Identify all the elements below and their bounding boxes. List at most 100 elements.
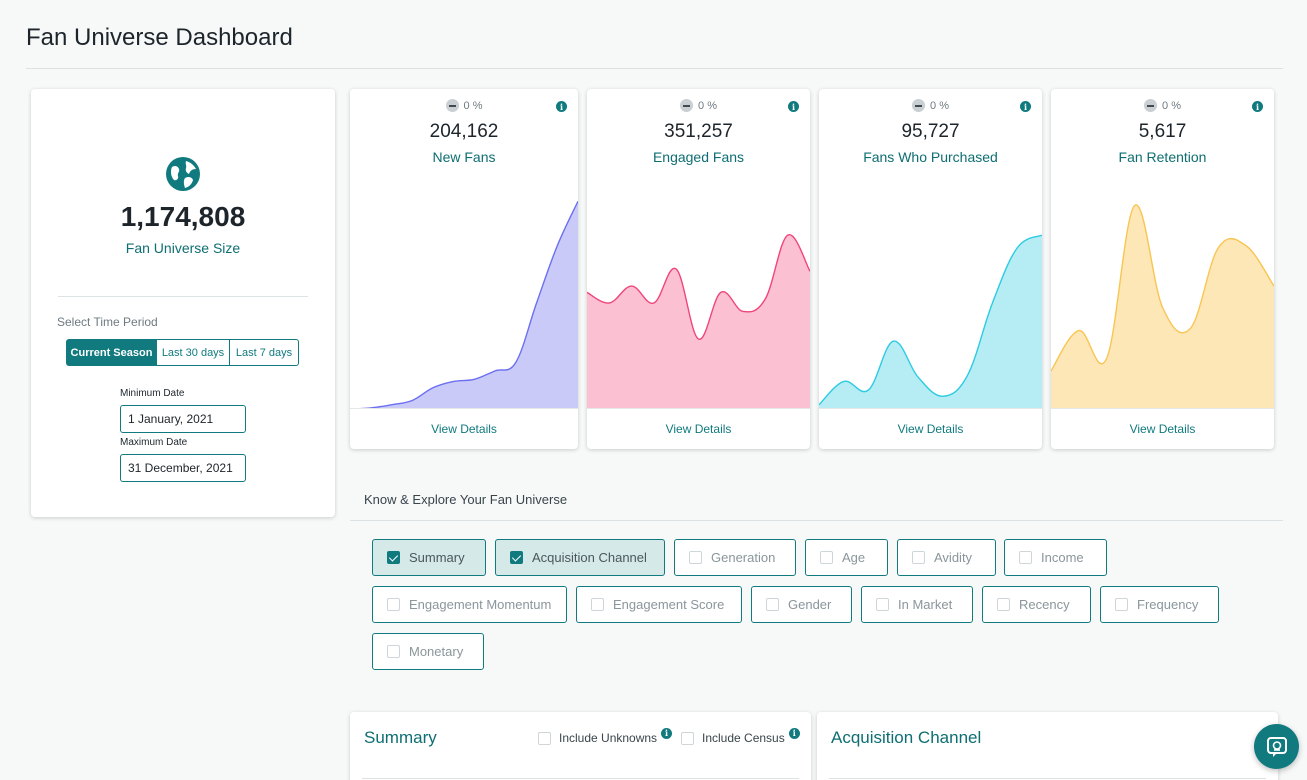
minus-circle-icon [912,99,926,112]
metric-card-engaged-fans: 0 % i 351,257 Engaged Fans View Details [587,89,810,449]
period-current-season-button[interactable]: Current Season [66,339,157,366]
chip-label: Engagement Score [613,597,725,612]
chip-generation[interactable]: Generation [674,539,796,576]
chat-support-icon [1266,736,1287,757]
delta-value: 0 % [698,99,717,112]
info-icon[interactable]: i [1252,101,1263,112]
fan-universe-size-label: Fan Universe Size [125,240,241,256]
maximum-date-label: Maximum Date [120,437,188,448]
checkbox[interactable] [510,551,523,564]
chip-frequency[interactable]: Frequency [1100,586,1219,623]
explore-section-title: Know & Explore Your Fan Universe [364,492,568,507]
info-icon[interactable]: i [788,727,800,739]
include-census-label: Include Census [702,731,785,745]
sparkline-line [587,235,810,340]
checkbox[interactable] [689,551,702,564]
minimum-date-input[interactable]: 1 January, 2021 [120,405,246,433]
checkbox[interactable] [1019,551,1032,564]
chat-support-button[interactable] [1254,724,1299,769]
divider [58,296,308,297]
chip-label: Summary [409,550,465,565]
include-unknowns-label: Include Unknowns [559,731,658,745]
checkbox[interactable] [820,551,833,564]
metric-label: Fan Retention [1118,149,1207,165]
chip-label: Generation [711,550,776,565]
info-icon[interactable]: i [556,101,567,112]
checkbox[interactable] [681,731,694,745]
maximum-date-input[interactable]: 31 December, 2021 [120,454,246,482]
sparkline-line [350,201,578,409]
checkbox[interactable] [766,598,779,611]
info-icon[interactable]: i [1020,101,1031,112]
chip-label: Income [1041,550,1084,565]
view-details-link[interactable]: View Details [587,408,810,449]
chip-summary[interactable]: Summary [372,539,486,576]
info-icon[interactable]: i [661,727,673,739]
checkbox[interactable] [912,551,925,564]
sparkline-area [587,234,810,409]
sparkline-chart [587,197,810,409]
view-details-link[interactable]: View Details [350,408,578,449]
chip-engagement-momentum[interactable]: Engagement Momentum [372,586,567,623]
metric-label: Fans Who Purchased [863,149,998,165]
chip-label: Recency [1019,597,1070,612]
divider [362,778,799,779]
chip-label: Engagement Momentum [409,597,552,612]
delta-value: 0 % [463,99,483,112]
chip-monetary[interactable]: Monetary [372,633,484,670]
checkbox[interactable] [387,645,400,658]
chip-label: Gender [788,597,832,612]
checkbox[interactable] [591,598,604,611]
view-details-link[interactable]: View Details [819,408,1042,449]
chip-label: Acquisition Channel [532,550,647,565]
chip-acquisition-channel[interactable]: Acquisition Channel [495,539,665,576]
metric-card-fans-who-purchased: 0 % i 95,727 Fans Who Purchased View Det… [819,89,1042,449]
minimum-date-label: Minimum Date [120,388,185,399]
checkbox[interactable] [997,598,1010,611]
sparkline-area [350,201,578,409]
metric-label: Engaged Fans [652,149,745,165]
chip-engagement-score[interactable]: Engagement Score [576,586,742,623]
fan-universe-size-value: 1,174,808 [120,201,246,232]
chip-avidity[interactable]: Avidity [897,539,996,576]
metric-card-fan-retention: 0 % i 5,617 Fan Retention View Details [1051,89,1274,449]
delta: 0 % [1051,99,1274,112]
metric-value: 5,617 [1138,121,1187,142]
include-unknowns-option[interactable]: Include Unknowns i [538,727,673,745]
chip-label: In Market [898,597,953,612]
minus-circle-icon [445,99,459,112]
fan-universe-card: 1,174,808 Fan Universe Size Select Time … [31,89,335,517]
globe-icon [166,157,200,191]
sparkline-line [819,235,1042,405]
sparkline-chart [350,197,578,409]
chip-recency[interactable]: Recency [982,586,1091,623]
select-time-period-label: Select Time Period [57,315,158,329]
sparkline-chart [819,197,1042,409]
checkbox[interactable] [387,598,400,611]
period-last-30-days-button[interactable]: Last 30 days [156,339,230,366]
sparkline-line [1051,205,1274,371]
view-details-link[interactable]: View Details [1051,408,1274,449]
delta-value: 0 % [1162,99,1181,112]
metric-label: New Fans [432,149,496,165]
acquisition-channel-panel: Acquisition Channel [817,712,1278,780]
checkbox[interactable] [1115,598,1128,611]
minus-circle-icon [1144,99,1158,112]
info-icon[interactable]: i [788,101,799,112]
period-last-7-days-button[interactable]: Last 7 days [229,339,299,366]
include-census-option[interactable]: Include Census i [681,727,800,745]
chip-gender[interactable]: Gender [751,586,852,623]
chip-age[interactable]: Age [805,539,888,576]
delta-value: 0 % [930,99,949,112]
checkbox[interactable] [387,551,400,564]
chip-income[interactable]: Income [1004,539,1107,576]
minus-circle-icon [680,99,694,112]
delta: 0 % [819,99,1042,112]
title-divider [26,68,1283,69]
checkbox[interactable] [876,598,889,611]
sparkline-area [819,235,1042,409]
checkbox[interactable] [538,731,551,745]
chip-in-market[interactable]: In Market [861,586,973,623]
sparkline-chart [1051,197,1274,409]
metric-value: 95,727 [901,121,960,142]
